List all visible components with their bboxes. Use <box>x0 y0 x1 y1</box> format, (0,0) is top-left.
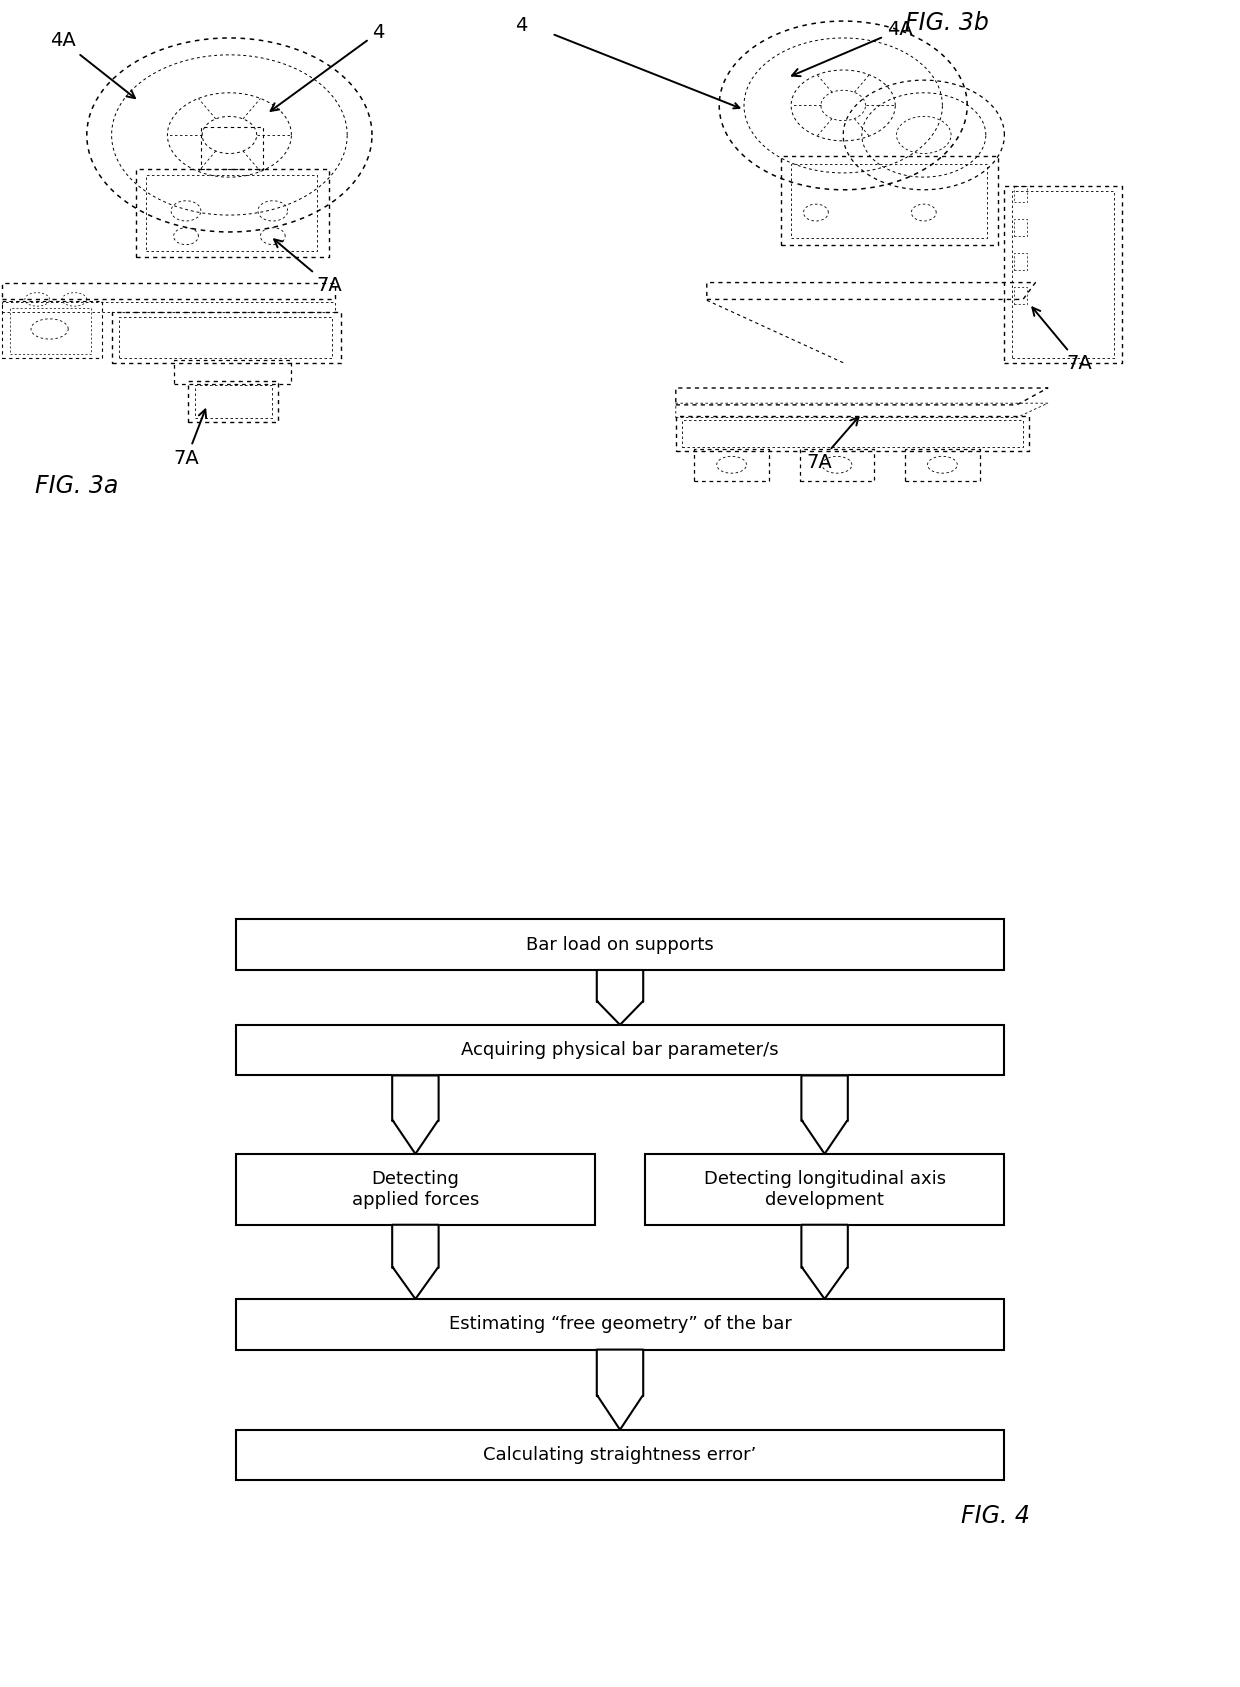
Text: 7A: 7A <box>1033 307 1092 373</box>
FancyBboxPatch shape <box>236 919 1004 970</box>
FancyBboxPatch shape <box>236 1026 1004 1076</box>
FancyBboxPatch shape <box>645 1154 1004 1225</box>
Polygon shape <box>392 1225 439 1299</box>
Text: 4A: 4A <box>50 32 135 98</box>
Text: 7A: 7A <box>174 410 206 467</box>
Text: 7A: 7A <box>274 240 342 295</box>
Polygon shape <box>596 970 644 1024</box>
Text: FIG. 4: FIG. 4 <box>961 1503 1030 1527</box>
Text: FIG. 3a: FIG. 3a <box>35 474 118 498</box>
Polygon shape <box>596 1350 644 1431</box>
Text: FIG. 3b: FIG. 3b <box>905 10 990 34</box>
Text: Detecting
applied forces: Detecting applied forces <box>352 1171 479 1208</box>
Polygon shape <box>801 1076 848 1154</box>
FancyBboxPatch shape <box>236 1154 595 1225</box>
Text: 4A: 4A <box>792 20 913 76</box>
Text: 4: 4 <box>515 17 527 35</box>
Text: Acquiring physical bar parameter/s: Acquiring physical bar parameter/s <box>461 1041 779 1059</box>
Text: Detecting longitudinal axis
development: Detecting longitudinal axis development <box>703 1171 946 1208</box>
Polygon shape <box>392 1076 439 1154</box>
FancyBboxPatch shape <box>236 1429 1004 1481</box>
Text: Calculating straightness error’: Calculating straightness error’ <box>484 1446 756 1464</box>
Text: Bar load on supports: Bar load on supports <box>526 936 714 953</box>
FancyBboxPatch shape <box>236 1299 1004 1350</box>
Text: Estimating “free geometry” of the bar: Estimating “free geometry” of the bar <box>449 1316 791 1333</box>
Polygon shape <box>801 1225 848 1299</box>
Text: 7A: 7A <box>806 417 858 472</box>
Text: 4: 4 <box>270 24 384 111</box>
